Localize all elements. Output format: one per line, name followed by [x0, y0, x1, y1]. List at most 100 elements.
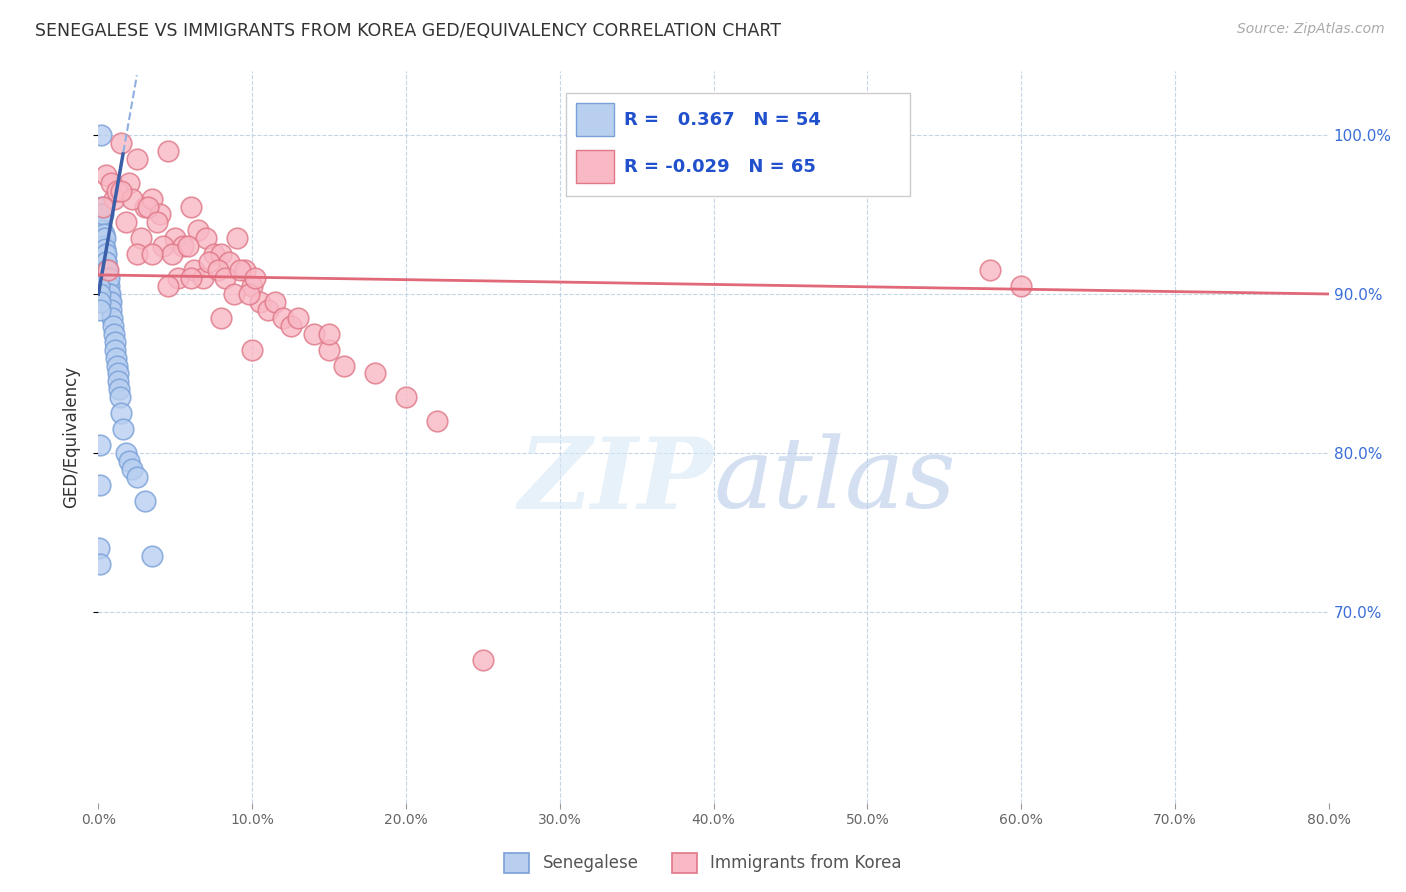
Point [100, 294, 122, 309]
Point [198, 255, 221, 269]
Point [97, 279, 120, 293]
Point [152, 239, 174, 253]
Point [245, 271, 267, 285]
Point [195, 231, 218, 245]
Point [112, 422, 135, 436]
Point [110, 184, 132, 198]
Point [94, 247, 117, 261]
Y-axis label: GED/Equivalency: GED/Equivalency [62, 366, 80, 508]
Legend: Senegalese, Immigrants from Korea: Senegalese, Immigrants from Korea [498, 847, 908, 880]
Point [249, 294, 271, 309]
Point [107, 367, 129, 381]
Text: Source: ZipAtlas.com: Source: ZipAtlas.com [1237, 22, 1385, 37]
Point [90, 207, 112, 221]
Text: R = -0.029   N = 65: R = -0.029 N = 65 [624, 158, 817, 176]
Point [271, 310, 294, 325]
Point [225, 231, 247, 245]
Point [134, 493, 156, 508]
Point [94, 247, 117, 261]
Point [125, 470, 148, 484]
Point [287, 310, 309, 325]
Point [101, 310, 124, 325]
Point [264, 294, 287, 309]
Point [256, 302, 278, 317]
Point [207, 263, 229, 277]
Point [98, 287, 121, 301]
Point [100, 302, 122, 317]
Point [108, 383, 131, 397]
Point [89, 558, 111, 572]
Point [107, 375, 129, 389]
Point [240, 279, 263, 293]
Point [89, 438, 111, 452]
Point [167, 271, 190, 285]
Point [103, 326, 125, 341]
Point [97, 279, 120, 293]
Point [125, 152, 148, 166]
Point [100, 176, 122, 190]
Point [89, 279, 111, 293]
Point [214, 271, 236, 285]
Point [165, 231, 187, 245]
Point [91, 200, 114, 214]
Point [110, 406, 132, 420]
Point [280, 318, 302, 333]
Point [89, 294, 111, 309]
Point [115, 446, 138, 460]
Point [96, 255, 118, 269]
Point [471, 653, 494, 667]
Text: ZIP: ZIP [519, 433, 714, 529]
Point [364, 367, 387, 381]
Point [90, 128, 112, 142]
Point [98, 287, 121, 301]
Point [238, 287, 260, 301]
Point [94, 255, 117, 269]
Point [426, 414, 449, 428]
Point [93, 239, 115, 253]
Point [97, 271, 120, 285]
Point [91, 231, 114, 245]
Point [141, 247, 163, 261]
Point [146, 215, 169, 229]
Point [233, 263, 256, 277]
Point [136, 200, 159, 214]
Point [202, 247, 225, 261]
Point [94, 168, 117, 182]
Point [229, 263, 252, 277]
Point [89, 287, 111, 301]
Text: atlas: atlas [714, 434, 956, 529]
Point [101, 318, 124, 333]
FancyBboxPatch shape [567, 94, 911, 195]
Point [180, 200, 202, 214]
Point [98, 271, 121, 285]
Point [1010, 279, 1032, 293]
Point [96, 263, 118, 277]
Point [96, 263, 118, 277]
Point [89, 477, 111, 491]
Point [183, 263, 205, 277]
Point [172, 239, 194, 253]
Point [176, 239, 198, 253]
Point [103, 192, 125, 206]
Point [141, 549, 163, 564]
Point [318, 343, 340, 357]
Point [104, 343, 127, 357]
Point [90, 200, 112, 214]
Point [187, 223, 209, 237]
Point [110, 136, 132, 150]
Point [108, 390, 131, 404]
Point [93, 227, 115, 241]
Point [149, 207, 172, 221]
Point [134, 200, 156, 214]
Point [91, 207, 114, 221]
Point [131, 231, 153, 245]
Point [180, 271, 202, 285]
Point [121, 462, 143, 476]
Point [156, 144, 179, 158]
Point [240, 343, 263, 357]
Point [103, 334, 125, 349]
Point [118, 454, 141, 468]
Point [218, 255, 240, 269]
Text: SENEGALESE VS IMMIGRANTS FROM KOREA GED/EQUIVALENCY CORRELATION CHART: SENEGALESE VS IMMIGRANTS FROM KOREA GED/… [35, 22, 782, 40]
Point [191, 271, 214, 285]
